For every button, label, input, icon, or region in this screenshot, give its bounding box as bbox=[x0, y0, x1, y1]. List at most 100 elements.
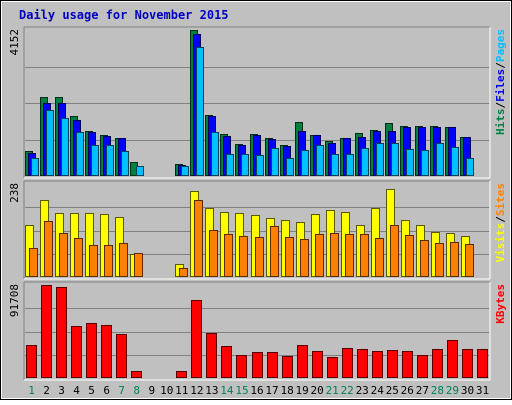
bar-sites-day-7 bbox=[119, 243, 128, 277]
panel-visitors: 238 Visits/Sites bbox=[8, 180, 507, 280]
bar-kbytes-day-26 bbox=[402, 351, 413, 378]
bar-kbytes-day-16 bbox=[252, 352, 263, 378]
bar-sites-day-30 bbox=[465, 244, 474, 277]
bar-sites-day-5 bbox=[89, 245, 98, 277]
bar-sites-day-24 bbox=[375, 238, 384, 277]
legend-text: KBytes bbox=[494, 284, 507, 324]
bar-sites-day-14 bbox=[224, 234, 233, 277]
bar-kbytes-day-22 bbox=[342, 348, 353, 378]
x-tick-label-day-1: 1 bbox=[28, 384, 35, 397]
bar-kbytes-day-24 bbox=[372, 351, 383, 378]
bar-sites-day-1 bbox=[29, 248, 38, 277]
bar-kbytes-day-20 bbox=[312, 351, 323, 378]
bar-pages-day-7 bbox=[121, 151, 129, 176]
x-tick-label-day-4: 4 bbox=[73, 384, 80, 397]
y-max-label: 91708 bbox=[8, 284, 21, 317]
bar-pages-day-14 bbox=[226, 154, 234, 176]
bar-kbytes-day-6 bbox=[101, 325, 112, 378]
x-tick-label-day-15: 15 bbox=[235, 384, 248, 397]
bar-sites-day-17 bbox=[270, 226, 279, 277]
x-tick-label-day-16: 16 bbox=[250, 384, 263, 397]
bar-sites-day-11 bbox=[179, 268, 188, 277]
bar-pages-day-28 bbox=[436, 143, 444, 176]
bar-kbytes-day-17 bbox=[267, 352, 278, 378]
bar-sites-day-27 bbox=[420, 240, 429, 277]
legend-entry: / bbox=[494, 102, 507, 109]
x-tick-label-day-10: 10 bbox=[160, 384, 173, 397]
bar-pages-day-29 bbox=[451, 147, 459, 176]
legend-entry: Visits bbox=[494, 223, 507, 263]
x-tick-label-day-6: 6 bbox=[103, 384, 110, 397]
legend-entry: KBytes bbox=[494, 284, 507, 324]
legend-entry: Sites bbox=[494, 183, 507, 216]
bar-sites-day-23 bbox=[360, 234, 369, 277]
legend-entry: Files bbox=[494, 69, 507, 102]
x-tick-label-day-5: 5 bbox=[88, 384, 95, 397]
bar-sites-day-21 bbox=[330, 233, 339, 277]
bar-sites-day-22 bbox=[345, 234, 354, 277]
x-tick-label-day-20: 20 bbox=[310, 384, 323, 397]
bar-kbytes-day-27 bbox=[417, 355, 428, 378]
x-tick-label-day-25: 25 bbox=[386, 384, 399, 397]
bar-pages-day-13 bbox=[211, 132, 219, 176]
bar-sites-day-13 bbox=[209, 230, 218, 277]
chart-panels: 4152Hits/Files/Pages238Visits/Sites91708… bbox=[8, 26, 507, 381]
bar-pages-day-25 bbox=[391, 143, 399, 176]
x-tick-label-day-3: 3 bbox=[58, 384, 65, 397]
series-sites bbox=[29, 200, 474, 277]
bar-kbytes-day-1 bbox=[26, 345, 37, 378]
x-tick-label-day-30: 30 bbox=[461, 384, 474, 397]
x-tick-label-day-11: 11 bbox=[175, 384, 188, 397]
x-tick-label-day-18: 18 bbox=[280, 384, 293, 397]
panel-legend: KBytes bbox=[494, 284, 507, 324]
x-tick-label-day-7: 7 bbox=[118, 384, 125, 397]
bar-sites-day-6 bbox=[104, 245, 113, 277]
legend-text: Hits/Files/Pages bbox=[494, 29, 507, 135]
bar-sites-day-28 bbox=[435, 243, 444, 277]
bar-kbytes-day-18 bbox=[282, 356, 293, 378]
bar-pages-day-26 bbox=[406, 149, 414, 176]
x-tick-label-day-31: 31 bbox=[476, 384, 489, 397]
bar-kbytes-day-8 bbox=[131, 371, 142, 378]
bar-pages-day-5 bbox=[91, 145, 99, 176]
series-kbytes bbox=[26, 285, 488, 378]
bar-pages-day-20 bbox=[316, 145, 324, 176]
bar-pages-day-24 bbox=[376, 143, 384, 176]
bar-pages-day-12 bbox=[196, 47, 204, 176]
bar-sites-day-15 bbox=[239, 236, 248, 277]
bar-pages-day-1 bbox=[31, 158, 39, 176]
x-tick-label-day-2: 2 bbox=[43, 384, 50, 397]
bar-pages-day-21 bbox=[331, 154, 339, 176]
bar-kbytes-day-14 bbox=[221, 346, 232, 378]
x-tick-label-day-8: 8 bbox=[133, 384, 140, 397]
bar-kbytes-day-28 bbox=[432, 349, 443, 378]
bar-sites-day-18 bbox=[285, 237, 294, 277]
legend-entry: Pages bbox=[494, 29, 507, 62]
bar-kbytes-day-3 bbox=[56, 287, 67, 378]
bar-sites-day-16 bbox=[255, 237, 264, 277]
bar-kbytes-day-13 bbox=[206, 333, 217, 378]
bar-kbytes-day-7 bbox=[116, 334, 127, 378]
series-pages bbox=[31, 47, 474, 176]
x-tick-label-day-28: 28 bbox=[431, 384, 444, 397]
bar-kbytes-day-4 bbox=[71, 326, 82, 378]
bar-pages-day-4 bbox=[76, 132, 84, 176]
bar-kbytes-day-25 bbox=[387, 350, 398, 378]
legend-entry: / bbox=[494, 216, 507, 223]
x-tick-label-day-27: 27 bbox=[416, 384, 429, 397]
x-tick-label-day-9: 9 bbox=[148, 384, 155, 397]
bar-kbytes-day-21 bbox=[327, 357, 338, 378]
x-tick-label-day-26: 26 bbox=[401, 384, 414, 397]
bar-pages-day-27 bbox=[421, 150, 429, 176]
bar-sites-day-19 bbox=[300, 239, 309, 277]
bar-sites-day-25 bbox=[390, 225, 399, 277]
bar-sites-day-26 bbox=[405, 235, 414, 277]
x-tick-label-day-29: 29 bbox=[446, 384, 459, 397]
x-tick-label-day-12: 12 bbox=[190, 384, 203, 397]
x-tick-label-day-17: 17 bbox=[265, 384, 278, 397]
bar-kbytes-day-30 bbox=[462, 349, 473, 378]
panel-legend: Hits/Files/Pages bbox=[494, 29, 507, 135]
